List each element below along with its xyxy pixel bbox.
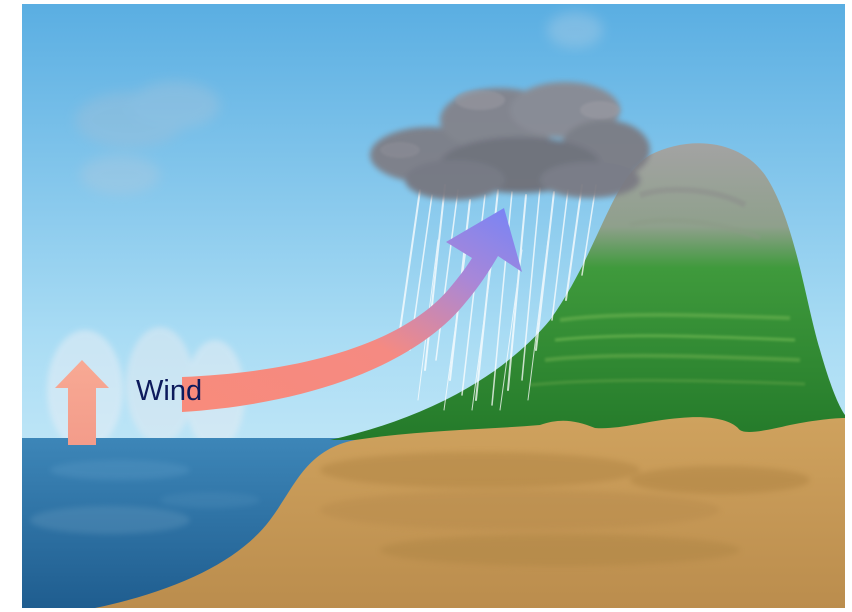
evaporation-arrow: [55, 360, 109, 445]
distant-cloud: [75, 81, 220, 195]
land-texture: [320, 452, 810, 566]
rain-cloud: [370, 82, 650, 200]
wind-arrow: [182, 208, 522, 412]
mountain-texture: [529, 186, 806, 387]
sea-texture: [30, 460, 260, 534]
mountain: [330, 143, 845, 441]
wind-label: Wind: [136, 375, 203, 407]
distant-cloud-top: [547, 12, 603, 48]
